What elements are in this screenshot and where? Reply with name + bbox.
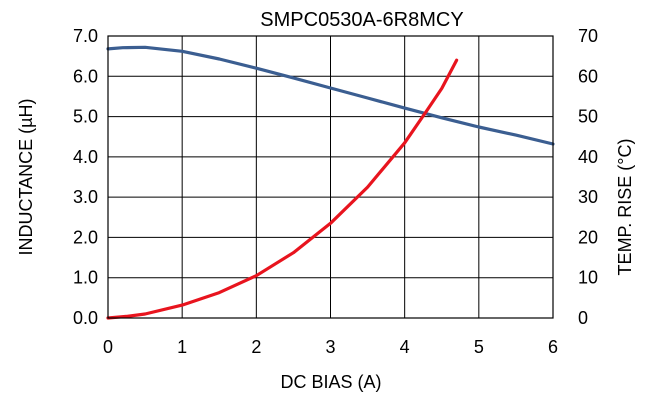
x-tick-labels: 0 1 2 3 4 5 6 xyxy=(103,337,558,357)
y-tick-label: 4.0 xyxy=(73,147,98,167)
chart-title: SMPC0530A-6R8MCY xyxy=(260,9,463,31)
y-axis-label: INDUCTANCE (µH) xyxy=(16,98,36,255)
y2-tick-label: 10 xyxy=(578,268,598,288)
y-tick-label: 6.0 xyxy=(73,66,98,86)
y2-tick-label: 50 xyxy=(578,107,598,127)
grid xyxy=(108,36,553,318)
series-lines xyxy=(106,45,555,320)
temp-rise-line xyxy=(106,58,459,320)
plot-frame xyxy=(107,35,554,319)
y-tick-label: 5.0 xyxy=(73,107,98,127)
x-tick-label: 5 xyxy=(474,337,484,357)
y-tick-label: 2.0 xyxy=(73,227,98,247)
y2-tick-label: 70 xyxy=(578,26,598,46)
y2-tick-label: 40 xyxy=(578,147,598,167)
x-tick-label: 4 xyxy=(400,337,410,357)
y2-tick-label: 60 xyxy=(578,66,598,86)
y-tick-label: 7.0 xyxy=(73,26,98,46)
y2-axis-label: TEMP. RISE (°C) xyxy=(615,139,635,276)
x-axis-label: DC BIAS (A) xyxy=(280,372,381,392)
y2-tick-labels: 0 10 20 30 40 50 60 70 xyxy=(578,26,598,328)
x-tick-label: 2 xyxy=(251,337,261,357)
y2-tick-label: 0 xyxy=(578,308,588,328)
y-tick-labels: 0.0 1.0 2.0 3.0 4.0 5.0 6.0 7.0 xyxy=(73,26,98,328)
inductance-line xyxy=(106,45,555,146)
y2-tick-label: 20 xyxy=(578,227,598,247)
y-tick-label: 0.0 xyxy=(73,308,98,328)
x-tick-label: 1 xyxy=(177,337,187,357)
y2-tick-label: 30 xyxy=(578,187,598,207)
x-tick-label: 0 xyxy=(103,337,113,357)
y-tick-label: 1.0 xyxy=(73,268,98,288)
x-tick-label: 3 xyxy=(325,337,335,357)
y-tick-label: 3.0 xyxy=(73,187,98,207)
x-tick-label: 6 xyxy=(548,337,558,357)
